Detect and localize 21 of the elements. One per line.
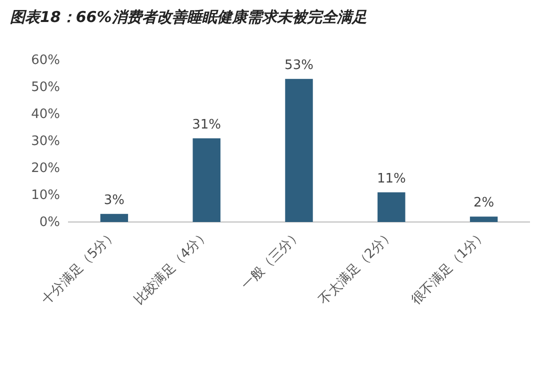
- x-tick-label: 一般（三分）: [238, 227, 305, 293]
- bar: [285, 78, 313, 222]
- y-tick-label: 60%: [31, 53, 60, 68]
- y-tick-label: 30%: [31, 134, 60, 150]
- data-label: 11%: [376, 171, 406, 186]
- x-tick-label: 不太满足（2分）: [316, 227, 398, 308]
- data-label: 2%: [473, 196, 494, 211]
- bar: [378, 192, 406, 222]
- x-tick-label: 比较满足（4分）: [132, 227, 212, 308]
- bar: [100, 214, 128, 222]
- y-tick-label: 50%: [31, 80, 60, 96]
- y-tick-label: 40%: [31, 107, 60, 122]
- data-label: 53%: [284, 58, 314, 73]
- bar: [470, 216, 498, 222]
- x-tick-label: 很不满足（1分）: [408, 227, 490, 308]
- chart-title: 图表18：66%消费者改善睡眠健康需求未被完全满足: [10, 8, 367, 26]
- y-tick-label: 20%: [31, 161, 60, 176]
- y-tick-label: 10%: [31, 188, 60, 204]
- data-label: 3%: [104, 192, 125, 208]
- data-label: 31%: [192, 117, 222, 132]
- bar: [192, 138, 220, 222]
